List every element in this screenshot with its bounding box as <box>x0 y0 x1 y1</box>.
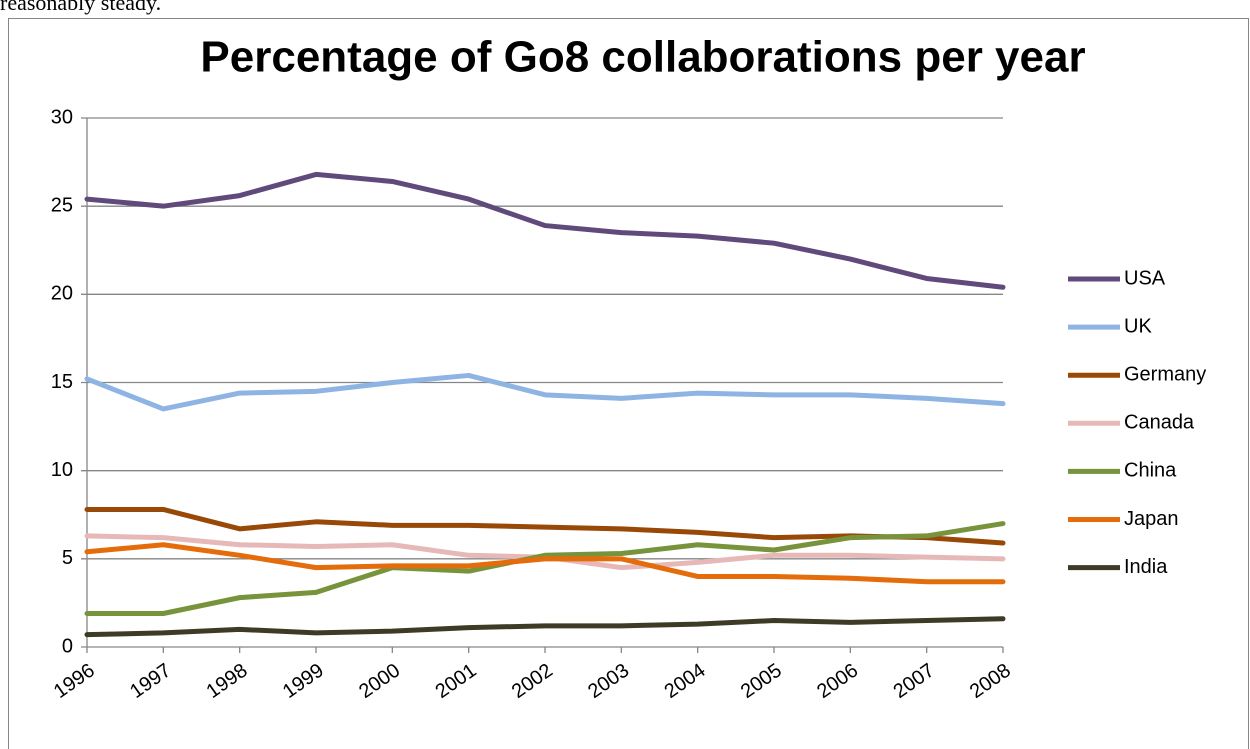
y-tick-label: 0 <box>62 635 73 657</box>
legend-label: India <box>1124 556 1168 578</box>
document-text: reasonably steady. <box>0 0 161 15</box>
y-tick-label: 5 <box>62 547 73 569</box>
legend-label: China <box>1124 460 1177 482</box>
legend-label: Canada <box>1124 412 1195 434</box>
series-line <box>84 521 1006 616</box>
y-tick-label: 10 <box>51 459 73 481</box>
chart-border <box>8 18 1249 749</box>
series-line <box>84 616 1006 638</box>
series-line <box>84 372 1006 412</box>
legend-label: UK <box>1124 315 1152 337</box>
legend-label: USA <box>1124 267 1166 289</box>
series-line <box>84 171 1006 290</box>
chart-title: Percentage of Go8 collaborations per yea… <box>200 33 1085 82</box>
legend-label: Germany <box>1124 363 1206 385</box>
legend-label: Japan <box>1124 508 1179 530</box>
y-tick-label: 15 <box>51 371 73 393</box>
y-tick-label: 25 <box>51 194 73 216</box>
series-line <box>84 542 1006 585</box>
y-tick-label: 20 <box>51 283 73 305</box>
y-tick-label: 30 <box>51 106 73 128</box>
